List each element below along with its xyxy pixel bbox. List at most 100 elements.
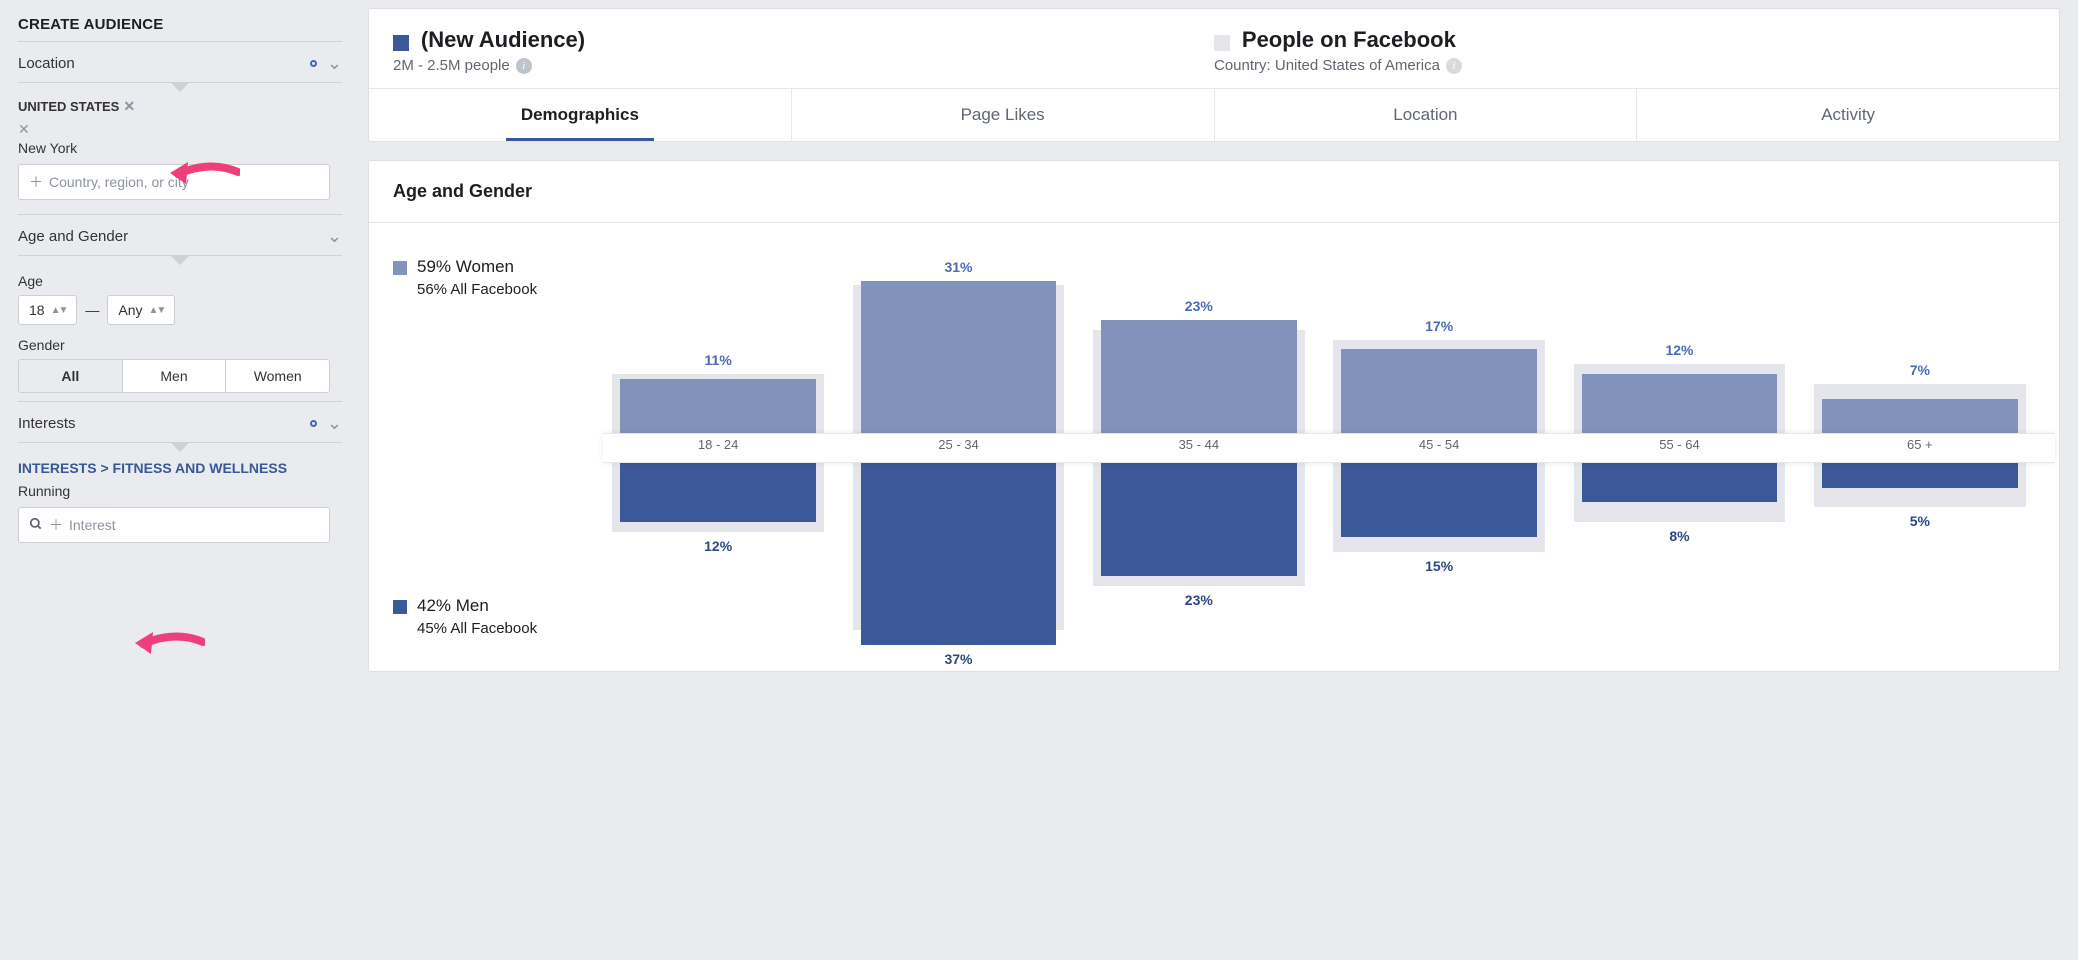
axis-label: 45 - 54: [1324, 437, 1554, 452]
bar-men: [1101, 463, 1297, 576]
chart-column: 12%8%55 - 64: [1564, 247, 1794, 647]
header-all-facebook: People on Facebook Country: United State…: [1214, 27, 2035, 74]
interests-label: Interests: [18, 415, 76, 432]
chart-column: 23% 23% 35 - 44: [1084, 247, 1314, 647]
location-country-tag: UNITED STATES ✕: [18, 98, 135, 115]
stepper-icon: ▲▼: [149, 305, 165, 316]
section-header-age-gender[interactable]: Age and Gender ⌄: [18, 214, 342, 255]
pct-label-men: 37%: [843, 651, 1073, 667]
age-max-select[interactable]: Any ▲▼: [107, 295, 175, 325]
bar-women: [861, 281, 1057, 433]
chart-legend: 59% Women 56% All Facebook 42% Men 45% A…: [393, 247, 603, 647]
header-card: (New Audience) 2M - 2.5M people i People…: [368, 8, 2060, 142]
chevron-down-icon: ⌄: [327, 54, 342, 72]
chart-title: Age and Gender: [369, 161, 2059, 223]
section-header-interests[interactable]: Interests ⌄: [18, 401, 342, 442]
axis-label: 65 +: [1805, 437, 2035, 452]
legend-women-pct: 59% Women: [417, 257, 537, 277]
sidebar: CREATE AUDIENCE Location ⌄ UNITED STATES…: [0, 0, 360, 722]
axis-label: 18 - 24: [603, 437, 833, 452]
chevron-down-icon: ⌄: [327, 227, 342, 245]
age-gender-label: Age and Gender: [18, 228, 128, 245]
interest-item: Running: [18, 483, 342, 499]
legend-men: 42% Men 45% All Facebook: [393, 596, 603, 637]
search-icon: [29, 517, 43, 534]
section-pointer: [18, 82, 342, 94]
gender-label: Gender: [18, 337, 342, 353]
legend-women-allfb: 56% All Facebook: [417, 281, 537, 298]
chart-column: 7% 5% 65 +: [1805, 247, 2035, 647]
tab-activity[interactable]: Activity: [1637, 89, 2059, 141]
pct-label-women: 17%: [1324, 318, 1554, 334]
bar-women: [620, 379, 816, 433]
gender-toggle-group: All Men Women: [18, 359, 330, 393]
interest-placeholder: Interest: [69, 517, 116, 533]
info-icon[interactable]: i: [516, 58, 532, 74]
bar-women: [1101, 320, 1297, 433]
gender-btn-all[interactable]: All: [19, 360, 123, 392]
section-pointer: [18, 255, 342, 267]
close-icon[interactable]: ✕: [123, 98, 135, 115]
bar-men: [1341, 463, 1537, 537]
dash: —: [85, 302, 99, 318]
section-header-location[interactable]: Location ⌄: [18, 41, 342, 82]
bar-women: [1822, 399, 2018, 433]
age-max-value: Any: [118, 302, 142, 318]
stepper-icon: ▲▼: [51, 305, 67, 316]
info-icon[interactable]: i: [1446, 58, 1462, 74]
bar-men: [620, 463, 816, 522]
age-min-value: 18: [29, 302, 45, 318]
location-placeholder: Country, region, or city: [49, 174, 189, 190]
pct-label-women: 7%: [1805, 362, 2035, 378]
audience-subtitle: 2M - 2.5M people: [393, 57, 510, 74]
chart-area: 11% 12% 18 - 24 31%37%25 - 34 23% 23% 35 - 44 1…: [603, 247, 2035, 647]
axis-label: 25 - 34: [843, 437, 1073, 452]
plus-icon: ＋: [49, 515, 63, 535]
pct-label-men: 12%: [603, 538, 833, 554]
allfb-title: People on Facebook: [1242, 27, 1456, 52]
gender-btn-men[interactable]: Men: [123, 360, 227, 392]
legend-swatch-women: [393, 261, 407, 275]
chart-column: 11% 12% 18 - 24: [603, 247, 833, 647]
chart-column: 31%37%25 - 34: [843, 247, 1073, 647]
active-filter-icon: [310, 420, 317, 427]
bar-women: [1582, 374, 1778, 433]
bar-women: [1341, 349, 1537, 433]
age-min-select[interactable]: 18 ▲▼: [18, 295, 77, 325]
section-pointer: [18, 442, 342, 454]
pct-label-men: 8%: [1564, 528, 1794, 544]
pct-label-men: 15%: [1324, 558, 1554, 574]
pct-label-men: 23%: [1084, 592, 1314, 608]
chart-card: Age and Gender 59% Women 56% All Faceboo…: [368, 160, 2060, 672]
interests-breadcrumb[interactable]: INTERESTS > FITNESS AND WELLNESS: [18, 458, 342, 479]
chart-column: 17% 15% 45 - 54: [1324, 247, 1554, 647]
legend-swatch-allfb: [1214, 35, 1230, 51]
tab-demographics[interactable]: Demographics: [369, 89, 792, 141]
plus-icon: ＋: [29, 172, 43, 192]
pct-label-women: 11%: [603, 352, 833, 368]
location-label: Location: [18, 55, 75, 72]
tab-location[interactable]: Location: [1215, 89, 1638, 141]
pct-label-women: 12%: [1564, 342, 1794, 358]
legend-men-pct: 42% Men: [417, 596, 537, 616]
legend-men-allfb: 45% All Facebook: [417, 620, 537, 637]
gender-btn-women[interactable]: Women: [226, 360, 329, 392]
close-icon[interactable]: ✕: [18, 121, 342, 138]
tab-page-likes[interactable]: Page Likes: [792, 89, 1215, 141]
axis-label: 35 - 44: [1084, 437, 1314, 452]
interest-input[interactable]: ＋ Interest: [18, 507, 330, 543]
location-country: UNITED STATES: [18, 99, 119, 114]
annotation-arrow-icon: [135, 628, 205, 658]
allfb-subtitle: Country: United States of America: [1214, 57, 1440, 74]
bar-men: [1822, 463, 2018, 488]
location-input[interactable]: ＋ Country, region, or city: [18, 164, 330, 200]
location-subitem: ✕ New York: [18, 121, 342, 156]
header-audience: (New Audience) 2M - 2.5M people i: [393, 27, 1214, 74]
legend-swatch-audience: [393, 35, 409, 51]
pct-label-women: 31%: [843, 259, 1073, 275]
pct-label-men: 5%: [1805, 513, 2035, 529]
pct-label-women: 23%: [1084, 298, 1314, 314]
audience-title: (New Audience): [421, 27, 585, 52]
age-label: Age: [18, 273, 342, 289]
location-sublabel: New York: [18, 140, 342, 156]
